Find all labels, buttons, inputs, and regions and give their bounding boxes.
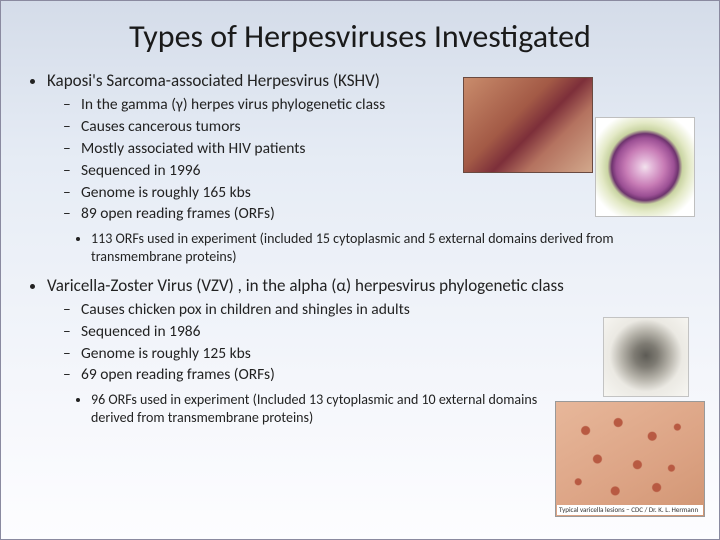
vzv-point: Genome is roughly 125 kbs xyxy=(65,344,525,364)
kshv-point-text: Sequenced in 1996 xyxy=(81,161,201,180)
vzv-point: Sequenced in 1986 xyxy=(65,322,525,342)
slide-body: { "title": "Types of Herpesviruses Inves… xyxy=(0,0,720,540)
image-kshv-virus-particle xyxy=(595,117,695,217)
vzv-point-text: Sequenced in 1986 xyxy=(81,322,201,341)
vzv-subnote: 96 ORFs used in experiment (Included 13 … xyxy=(91,391,571,427)
vzv-point-text: 69 open reading frames (ORFs) xyxy=(81,365,275,384)
kshv-heading-text: Kaposi's Sarcoma-associated Herpesvirus … xyxy=(47,70,380,91)
kshv-point-text: Mostly associated with HIV patients xyxy=(81,139,305,158)
kshv-point: Causes cancerous tumors xyxy=(65,117,505,137)
kshv-point: Mostly associated with HIV patients xyxy=(65,139,505,159)
vzv-point: 69 open reading frames (ORFs) xyxy=(65,365,525,385)
kshv-subnote: 113 ORFs used in experiment (included 15… xyxy=(91,230,691,266)
vzv-heading: Varicella-Zoster Virus (VZV) , in the al… xyxy=(47,275,607,428)
image-vzv-virus-particle xyxy=(603,317,689,397)
vzv-points: Causes chicken pox in children and shing… xyxy=(65,300,525,385)
kshv-point-text: In the gamma (γ) herpes virus phylogenet… xyxy=(81,95,385,114)
vzv-heading-text: Varicella-Zoster Virus (VZV) , in the al… xyxy=(47,275,564,296)
kshv-point-text: Causes cancerous tumors xyxy=(81,117,241,136)
vzv-point-text: Genome is roughly 125 kbs xyxy=(81,344,251,363)
bullet-list-kshv: Kaposi's Sarcoma-associated Herpesvirus … xyxy=(41,70,691,267)
kshv-subnote-list: 113 ORFs used in experiment (included 15… xyxy=(87,230,691,266)
kshv-point: 89 open reading frames (ORFs) xyxy=(65,204,505,224)
kshv-point: Genome is roughly 165 kbs xyxy=(65,183,505,203)
slide-title: Types of Herpesviruses Investigated xyxy=(29,17,691,56)
kshv-points: In the gamma (γ) herpes virus phylogenet… xyxy=(65,95,505,224)
image-vzv-skin-lesions: Typical varicella lesions – CDC / Dr. K.… xyxy=(555,401,705,517)
image-kshv-skin-lesions xyxy=(463,77,593,173)
image-vzv-caption: Typical varicella lesions – CDC / Dr. K.… xyxy=(557,505,703,515)
vzv-point: Causes chicken pox in children and shing… xyxy=(65,300,525,320)
vzv-subnote-list: 96 ORFs used in experiment (Included 13 … xyxy=(87,391,571,427)
kshv-point: Sequenced in 1996 xyxy=(65,161,505,181)
kshv-point-text: Genome is roughly 165 kbs xyxy=(81,183,251,202)
kshv-point: In the gamma (γ) herpes virus phylogenet… xyxy=(65,95,505,115)
vzv-point-text: Causes chicken pox in children and shing… xyxy=(81,300,410,319)
kshv-point-text: 89 open reading frames (ORFs) xyxy=(81,204,275,223)
